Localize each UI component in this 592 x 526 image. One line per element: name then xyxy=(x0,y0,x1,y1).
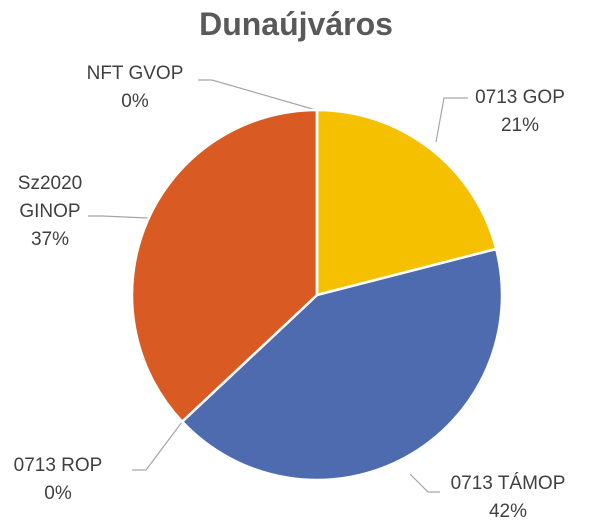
leader-line xyxy=(132,421,183,471)
category-label: 0713 GOP xyxy=(475,87,565,108)
value-label: 21% xyxy=(500,115,540,136)
chart-title: Dunaújváros xyxy=(199,6,393,42)
slice-label: 0713 GOP 21% xyxy=(460,84,580,140)
category-label: 0713 TÁMOP xyxy=(450,473,566,494)
leader-lines xyxy=(88,79,468,493)
leader-line xyxy=(409,473,440,493)
slice-label: Sz2020 GINOP 37% xyxy=(5,170,95,254)
slice-label: NFT GVOP 0% xyxy=(65,60,205,116)
leader-line xyxy=(435,97,468,143)
leader-line xyxy=(88,215,149,219)
category-label: Sz2020 GINOP xyxy=(17,173,83,222)
pie-slice xyxy=(315,108,498,297)
pie-slice xyxy=(180,247,504,482)
pie-slice xyxy=(130,108,319,424)
value-label: 42% xyxy=(488,501,528,522)
slice-label: 0713 TÁMOP 42% xyxy=(438,470,578,526)
category-label: NFT GVOP xyxy=(86,63,184,84)
leader-line xyxy=(198,79,317,111)
slice-label: 0713 ROP 0% xyxy=(0,452,118,508)
category-label: 0713 ROP xyxy=(13,455,103,476)
value-label: 37% xyxy=(30,229,70,250)
value-label: 0% xyxy=(44,483,72,504)
value-label: 0% xyxy=(121,91,149,112)
